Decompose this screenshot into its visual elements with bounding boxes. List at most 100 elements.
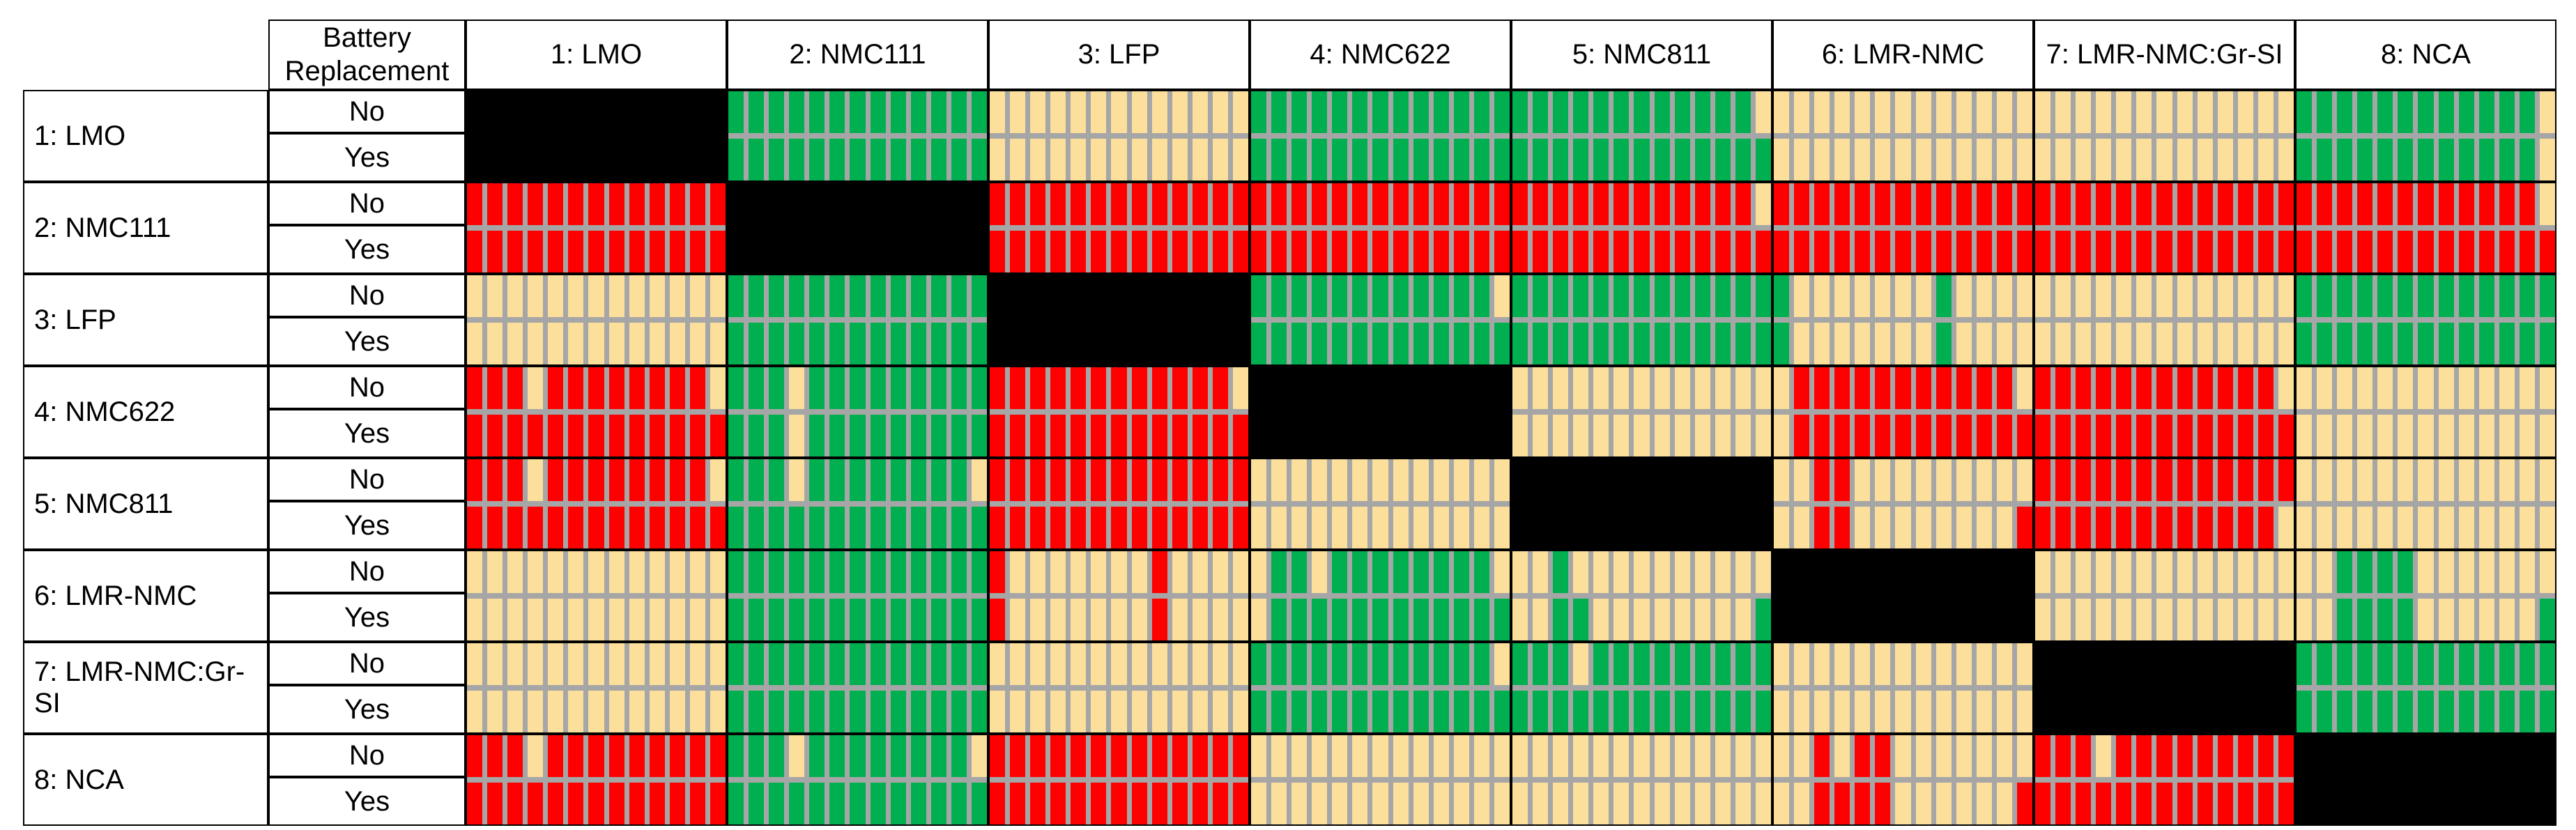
scenario-stripe — [1251, 183, 1267, 225]
matrix-cell — [1511, 734, 1772, 826]
scenario-stripe — [2076, 183, 2092, 225]
scenario-stripe — [588, 275, 604, 317]
scenario-stripe — [1372, 459, 1388, 501]
scenario-stripe — [2055, 415, 2071, 456]
scenario-stripe — [507, 183, 523, 225]
scenario-stripe — [649, 599, 665, 640]
scenario-stripe — [507, 323, 523, 364]
scenario-stripe — [2016, 415, 2033, 456]
scenario-stripe — [809, 367, 825, 409]
column-header: 5: NMC811 — [1511, 20, 1772, 90]
scenario-stripe — [669, 599, 685, 640]
stripe-band-yes — [2035, 507, 2294, 548]
scenario-stripe — [1735, 323, 1751, 364]
scenario-stripe — [2418, 367, 2434, 409]
scenario-stripe — [528, 275, 544, 317]
scenario-stripe — [467, 415, 483, 456]
stripe-band-yes — [1251, 691, 1510, 732]
scenario-stripe — [890, 551, 906, 593]
scenario-stripe — [2055, 231, 2071, 272]
scenario-stripe — [1553, 183, 1569, 225]
scenario-stripe — [728, 599, 744, 640]
scenario-stripe — [1352, 643, 1368, 685]
scenario-stripe — [1774, 231, 1790, 272]
scenario-stripe — [629, 459, 645, 501]
matrix-cell — [988, 550, 1250, 642]
scenario-stripe — [1131, 459, 1147, 501]
scenario-stripe — [890, 367, 906, 409]
matrix-cell — [466, 458, 727, 550]
scenario-stripe — [1735, 599, 1751, 640]
scenario-stripe — [2076, 735, 2092, 777]
battery-replacement-cell: No Yes — [268, 90, 466, 182]
scenario-stripe — [1192, 735, 1208, 777]
scenario-stripe — [548, 643, 564, 685]
scenario-stripe — [870, 507, 886, 548]
scenario-stripe — [2197, 459, 2213, 501]
scenario-stripe — [467, 231, 483, 272]
scenario-stripe — [2317, 599, 2333, 640]
scenario-stripe — [1232, 643, 1249, 685]
scenario-stripe — [1573, 91, 1589, 133]
scenario-stripe — [1855, 691, 1871, 732]
scenario-stripe — [2237, 599, 2253, 640]
scenario-stripe — [710, 183, 726, 225]
scenario-stripe — [2297, 367, 2313, 409]
scenario-stripe — [1593, 139, 1609, 180]
scenario-stripe — [809, 735, 825, 777]
scenario-stripe — [2377, 367, 2393, 409]
scenario-stripe — [1715, 415, 1731, 456]
scenario-stripe — [1533, 551, 1549, 593]
scenario-stripe — [2116, 507, 2132, 548]
scenario-stripe — [1915, 459, 1931, 501]
column-header: 7: LMR-NMC:Gr-SI — [2034, 20, 2295, 90]
scenario-stripe — [749, 783, 765, 824]
scenario-stripe — [2418, 691, 2434, 732]
replacement-yes-label: Yes — [344, 233, 390, 265]
scenario-stripe — [850, 367, 866, 409]
scenario-stripe — [2257, 507, 2274, 548]
scenario-stripe — [2016, 367, 2033, 409]
stripe-band-yes — [1251, 507, 1510, 548]
scenario-stripe — [910, 643, 926, 685]
replacement-yes-label: Yes — [344, 509, 390, 541]
stripe-band-yes — [1774, 323, 2033, 364]
scenario-stripe — [487, 551, 503, 593]
replacement-divider — [728, 685, 987, 691]
scenario-stripe — [1794, 691, 1810, 732]
scenario-stripe — [1271, 783, 1287, 824]
scenario-stripe — [2458, 183, 2474, 225]
scenario-stripe — [2418, 231, 2434, 272]
scenario-stripe — [507, 735, 523, 777]
scenario-stripe — [2317, 415, 2333, 456]
scenario-stripe — [2096, 275, 2112, 317]
matrix-row: 8: NCA No Yes — [23, 734, 2556, 826]
column-header: 2: NMC111 — [727, 20, 988, 90]
scenario-stripe — [829, 507, 845, 548]
battery-replacement-cell: No Yes — [268, 182, 466, 274]
scenario-stripe — [1956, 415, 1972, 456]
scenario-stripe — [1996, 275, 2012, 317]
replacement-no-label: No — [270, 735, 464, 778]
scenario-stripe — [2297, 231, 2313, 272]
scenario-stripe — [1251, 91, 1267, 133]
scenario-stripe — [588, 415, 604, 456]
scenario-stripe — [1192, 507, 1208, 548]
scenario-stripe — [789, 691, 805, 732]
scenario-stripe — [1050, 643, 1066, 685]
stripe-band-no — [728, 643, 988, 685]
scenario-stripe — [649, 551, 665, 593]
scenario-stripe — [568, 783, 584, 824]
scenario-stripe — [568, 323, 584, 364]
scenario-stripe — [2055, 599, 2071, 640]
scenario-stripe — [1794, 139, 1810, 180]
scenario-stripe — [789, 783, 805, 824]
scenario-stripe — [2478, 643, 2494, 685]
scenario-stripe — [528, 415, 544, 456]
scenario-stripe — [588, 507, 604, 548]
scenario-stripe — [2418, 91, 2434, 133]
scenario-stripe — [1192, 367, 1208, 409]
scenario-stripe — [2519, 139, 2535, 180]
scenario-stripe — [2418, 599, 2434, 640]
scenario-stripe — [1755, 415, 1772, 456]
